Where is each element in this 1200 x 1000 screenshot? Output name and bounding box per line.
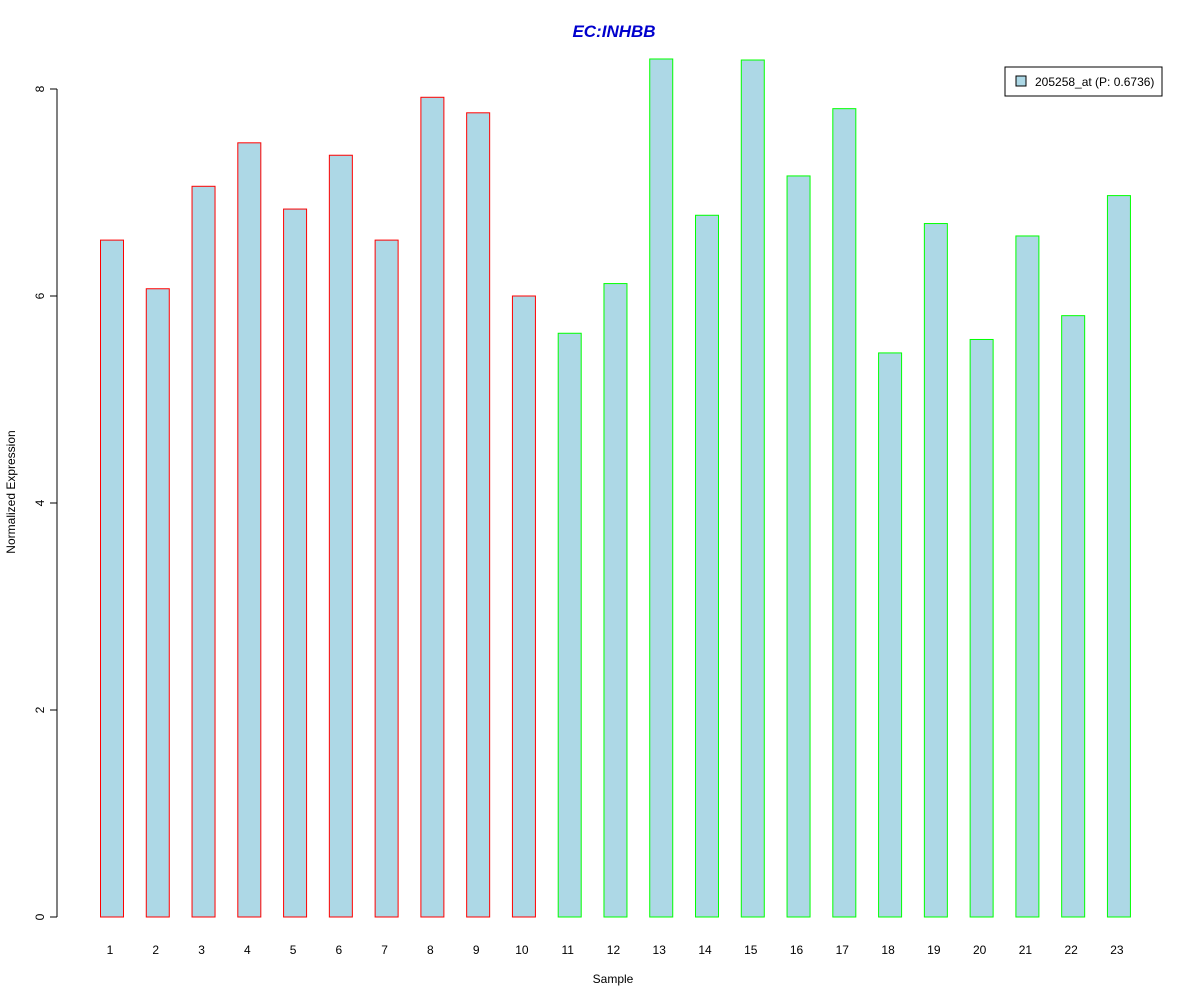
x-tick-labels: 1 2 3 4 5 6 7 8 9 10 11 12 13 14 15 16 17 18 19 20 21 22 23 [107,943,1124,957]
bar-sample-19 [923,223,948,918]
x-tick-label: 15 [744,943,758,957]
x-tick-label: 21 [1019,943,1033,957]
legend-label: 205258_at (P: 0.6736) [1035,75,1154,89]
bar-sample-13 [649,58,674,918]
bars [100,58,1131,918]
bar-sample-23 [1106,195,1131,918]
legend-box [1004,66,1163,97]
bar-sample-1 [100,239,124,918]
x-tick-label: 8 [427,943,434,957]
x-tick-label: 18 [881,943,895,957]
y-axis-ticks: 0 2 4 6 8 [33,85,57,920]
x-tick-label: 13 [653,943,667,957]
bar-sample-10 [511,295,536,918]
x-tick-label: 5 [290,943,297,957]
bar-sample-17 [832,108,857,918]
x-axis-label: Sample [593,972,634,986]
x-tick-label: 3 [198,943,205,957]
x-tick-label: 16 [790,943,804,957]
bar-sample-16 [786,175,811,918]
bar-sample-11 [557,332,582,918]
x-tick-label: 2 [152,943,159,957]
y-tick-label: 2 [33,706,47,713]
x-tick-label: 7 [381,943,388,957]
y-axis-label: Normalized Expression [4,430,18,553]
y-tick-label: 6 [33,292,47,299]
bar-sample-9 [466,112,491,918]
y-tick-label: 4 [33,499,47,506]
bar-sample-18 [878,352,903,918]
bar-sample-5 [283,208,308,918]
bar-sample-20 [969,338,994,918]
bar-sample-12 [603,283,628,918]
bar-sample-22 [1061,315,1086,918]
x-tick-label: 6 [336,943,343,957]
chart-title: EC:INHBB [572,22,655,41]
x-tick-label: 4 [244,943,251,957]
legend: 205258_at (P: 0.6736) [1004,66,1163,97]
bar-sample-3 [191,185,216,918]
bar-sample-2 [145,288,170,918]
x-tick-label: 14 [698,943,712,957]
x-tick-label: 1 [107,943,114,957]
bar-sample-6 [328,154,353,918]
bar-sample-8 [420,96,445,918]
x-tick-label: 11 [561,943,574,957]
x-tick-label: 12 [607,943,621,957]
bar-sample-14 [695,214,720,918]
x-tick-label: 19 [927,943,941,957]
bar-sample-15 [740,59,765,918]
x-tick-label: 22 [1064,943,1078,957]
x-tick-label: 9 [473,943,480,957]
bar-sample-21 [1015,235,1040,918]
bar-sample-4 [237,142,262,918]
x-tick-label: 20 [973,943,987,957]
x-tick-label: 17 [836,943,850,957]
y-tick-label: 8 [33,85,47,92]
y-tick-label: 0 [33,913,47,920]
x-tick-label: 10 [515,943,529,957]
x-tick-label: 23 [1110,943,1124,957]
legend-swatch [1015,75,1027,87]
bar-sample-7 [374,239,399,918]
